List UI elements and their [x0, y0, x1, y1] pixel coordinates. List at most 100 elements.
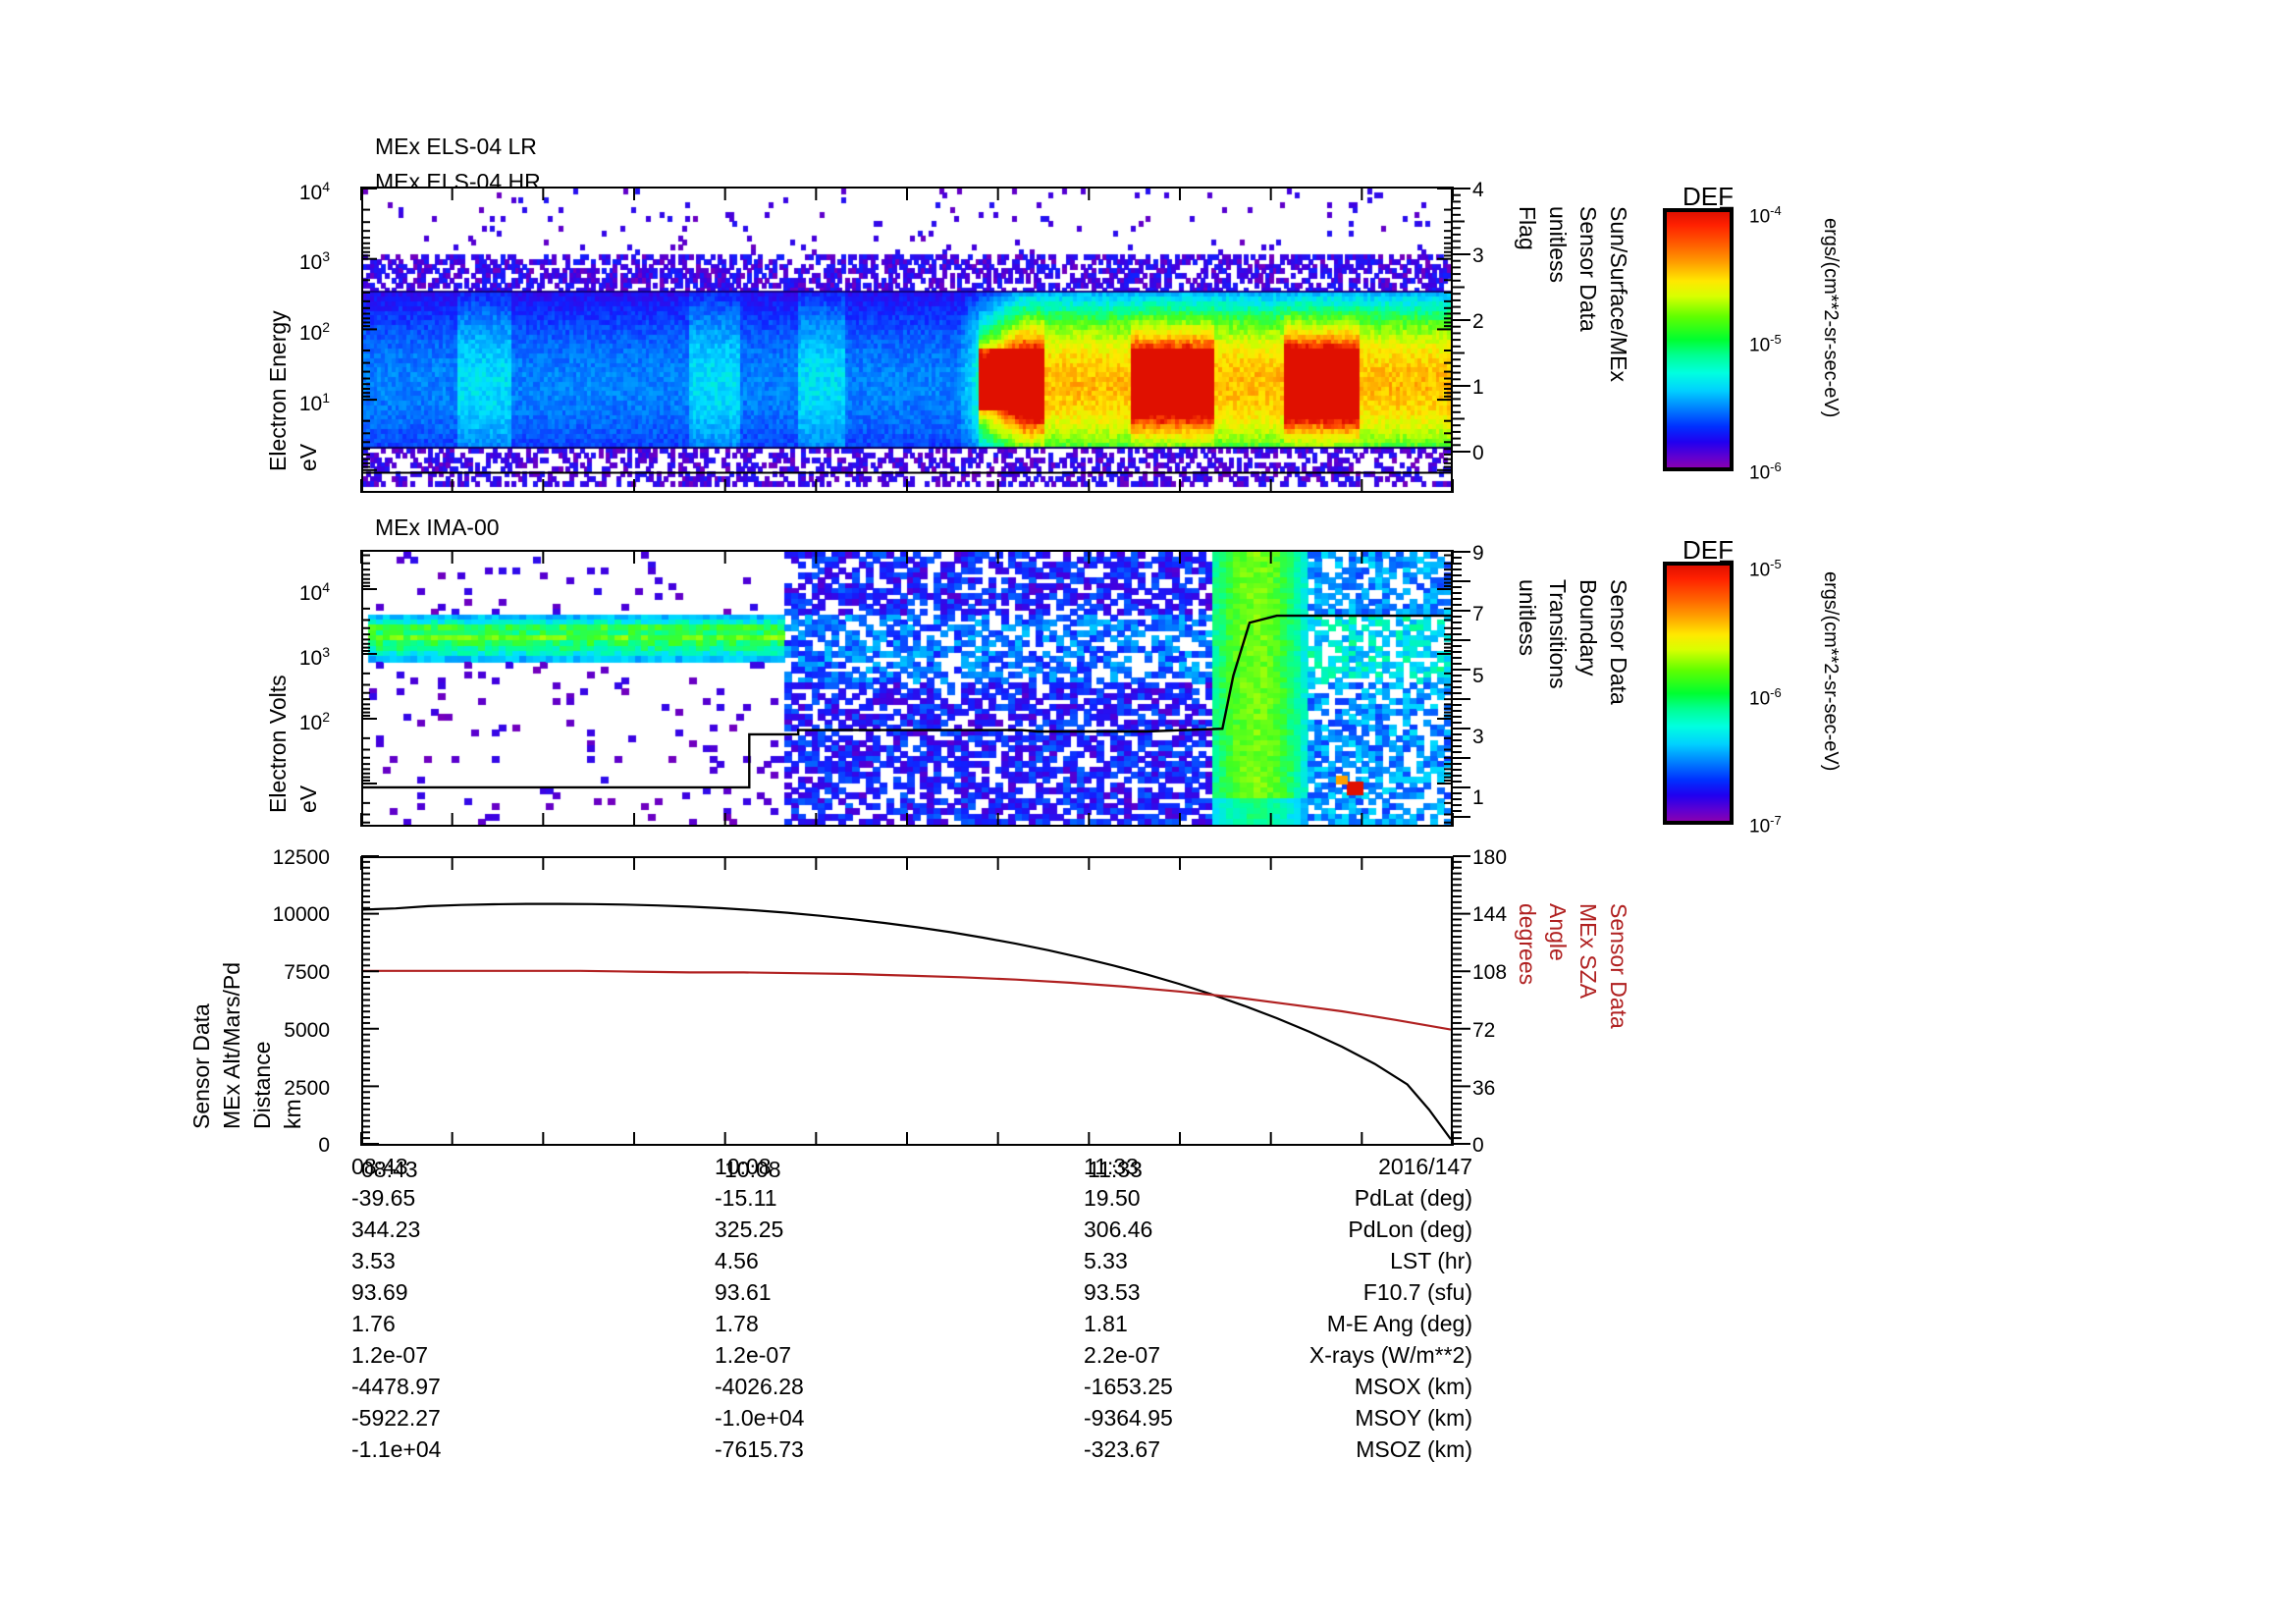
metadata-row: MSOZ (km) -1.1e+04 -7615.73 -323.67: [0, 1436, 1472, 1468]
metadata-cell: 93.69: [351, 1279, 408, 1305]
metadata-cell: 1.78: [715, 1311, 759, 1336]
xtick-label-2: 11:33: [1088, 1157, 1143, 1182]
colorbar1-title: DEF: [1682, 182, 1734, 211]
panel1-rtick-2: 2: [1472, 310, 1484, 333]
panel1-right-axis-label: Flag unitless Sensor Data Sun/Surface/ME…: [1515, 206, 1631, 382]
metadata-row-label: M-E Ang (deg): [1326, 1311, 1472, 1336]
panel3-ytick-0: 0: [318, 1134, 330, 1157]
panel2-rtick-1: 1: [1472, 786, 1484, 809]
metadata-table: 2016/147 08:43 10:08 11:33 PdLat (deg) -39.65…: [0, 1154, 1472, 1468]
altitude-sza-lines: [363, 902, 1451, 1140]
metadata-cell: -4478.97: [351, 1374, 441, 1399]
panel1-rtick-3: 3: [1472, 244, 1484, 267]
metadata-row: MSOX (km) -4478.97 -4026.28 -1653.25: [0, 1374, 1472, 1405]
metadata-row: X-rays (W/m**2) 1.2e-07 1.2e-07 2.2e-07: [0, 1342, 1472, 1374]
metadata-cell: 325.25: [715, 1217, 784, 1242]
colorbar2-title: DEF: [1682, 535, 1734, 565]
colorbar2: [1663, 562, 1734, 825]
metadata-row: F10.7 (sfu) 93.69 93.61 93.53: [0, 1279, 1472, 1311]
panel1-rtick-1: 1: [1472, 376, 1484, 399]
panel1-ytick-1e3: 103: [298, 248, 330, 274]
metadata-row-label: 2016/147: [1378, 1154, 1472, 1179]
metadata-row-label: F10.7 (sfu): [1362, 1279, 1472, 1305]
panel3-ytick-5000: 5000: [284, 1019, 330, 1042]
metadata-row-label: MSOZ (km): [1356, 1436, 1472, 1462]
panel3-ytick-2500: 2500: [284, 1077, 330, 1100]
metadata-cell: -1653.25: [1084, 1374, 1173, 1399]
ima-heatmap: [363, 552, 1451, 825]
metadata-cell: 1.76: [351, 1311, 396, 1336]
metadata-cell: -4026.28: [715, 1374, 804, 1399]
panel2-ytick-1e4: 104: [298, 579, 330, 605]
panel3-rtick-144: 144: [1472, 903, 1508, 926]
metadata-cell: 1.2e-07: [715, 1342, 792, 1368]
panel2-rtick-7: 7: [1472, 603, 1484, 625]
metadata-cell: -5922.27: [351, 1405, 441, 1431]
panel-altitude-sza[interactable]: [361, 856, 1453, 1146]
metadata-cell: 2.2e-07: [1084, 1342, 1161, 1368]
panel2-right-axis-label: unitless Transitions Boundary Sensor Dat…: [1515, 579, 1631, 705]
panel1-rtick-4: 4: [1472, 179, 1484, 201]
metadata-row-label: LST (hr): [1390, 1248, 1472, 1273]
metadata-cell: 306.46: [1084, 1217, 1153, 1242]
metadata-cell: 3.53: [351, 1248, 396, 1273]
colorbar2-max-label: 10-5: [1749, 557, 1782, 581]
metadata-cell: 93.61: [715, 1279, 772, 1305]
panel1-ytick-1e1: 101: [298, 390, 330, 415]
panel3-rtick-72: 72: [1472, 1019, 1496, 1042]
panel2-ytick-1e3: 103: [298, 644, 330, 670]
colorbar1-max-label: 10-4: [1749, 203, 1782, 228]
metadata-row: 2016/147 08:43 10:08 11:33: [0, 1154, 1472, 1185]
panel3-rtick-0: 0: [1472, 1134, 1484, 1157]
els-heatmap: [363, 189, 1451, 491]
panel2-ytick-1e2: 102: [298, 709, 330, 734]
panel1-ytick-1e4: 104: [298, 179, 330, 204]
panel1-rtick-0: 0: [1472, 442, 1484, 464]
panel3-rtick-108: 108: [1472, 961, 1508, 984]
metadata-cell: 19.50: [1084, 1185, 1141, 1211]
metadata-cell: 4.56: [715, 1248, 759, 1273]
colorbar2-gradient: [1667, 566, 1730, 821]
els-heatmap-canvas: [363, 189, 1451, 491]
panel1-ytick-1e2: 102: [298, 319, 330, 345]
metadata-cell: 1.2e-07: [351, 1342, 429, 1368]
metadata-row: LST (hr) 3.53 4.56 5.33: [0, 1248, 1472, 1279]
metadata-row-label: PdLat (deg): [1354, 1185, 1472, 1211]
metadata-cell: 11:33: [1084, 1154, 1139, 1179]
metadata-row: M-E Ang (deg) 1.76 1.78 1.81: [0, 1311, 1472, 1342]
metadata-row-label: PdLon (deg): [1348, 1217, 1472, 1242]
metadata-row: PdLat (deg) -39.65 -15.11 19.50: [0, 1185, 1472, 1217]
panel3-rtick-36: 36: [1472, 1077, 1496, 1100]
colorbar2-min-label: 10-7: [1749, 813, 1782, 838]
panel1-title-lr: MEx ELS-04 LR: [375, 134, 537, 159]
metadata-row-label: X-rays (W/m**2): [1308, 1342, 1472, 1368]
metadata-row: MSOY (km) -5922.27 -1.0e+04 -9364.95: [0, 1405, 1472, 1436]
xtick-label-0: 08:43: [361, 1157, 418, 1182]
panel3-ytick-7500: 7500: [284, 961, 330, 984]
colorbar1-gradient: [1667, 212, 1730, 467]
metadata-cell: -9364.95: [1084, 1405, 1173, 1431]
metadata-cell: -7615.73: [715, 1436, 804, 1462]
xtick-label-1: 10:08: [724, 1157, 781, 1182]
colorbar1-unit: ergs/(cm**2-sr-sec-eV): [1820, 218, 1842, 418]
panel2-rtick-5: 5: [1472, 665, 1484, 687]
metadata-cell: -1.1e+04: [351, 1436, 442, 1462]
metadata-cell: 5.33: [1084, 1248, 1128, 1273]
metadata-row-label: MSOY (km): [1355, 1405, 1472, 1431]
colorbar2-mid-label: 10-6: [1749, 685, 1782, 710]
panel3-right-axis-label: degrees Angle MEx SZA Sensor Data: [1515, 903, 1631, 1029]
metadata-row: PdLon (deg) 344.23 325.25 306.46: [0, 1217, 1472, 1248]
metadata-cell: 344.23: [351, 1217, 421, 1242]
metadata-cell: 10:08: [715, 1154, 772, 1179]
panel3-ytick-10000: 10000: [272, 903, 330, 926]
panel3-rtick-180: 180: [1472, 846, 1508, 869]
colorbar1: [1663, 208, 1734, 471]
metadata-cell: -15.11: [715, 1185, 777, 1211]
panel2-rtick-9: 9: [1472, 542, 1484, 565]
metadata-cell: 08:43: [351, 1154, 408, 1179]
ima-heatmap-canvas: [363, 552, 1451, 825]
panel-ima-spectrogram[interactable]: [361, 550, 1453, 827]
metadata-row-label: MSOX (km): [1354, 1374, 1472, 1399]
panel-els-spectrogram[interactable]: [361, 187, 1453, 493]
